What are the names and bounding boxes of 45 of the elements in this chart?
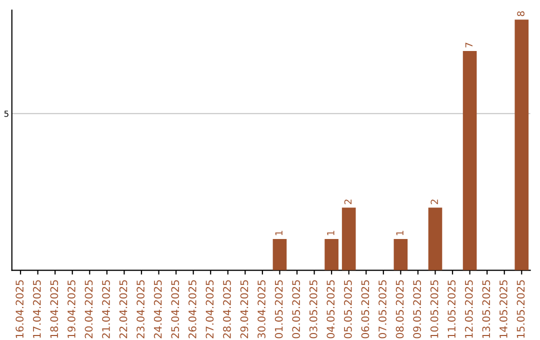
x-tick-label: 04.05.2025 [326, 280, 335, 338]
x-tick-label: 03.05.2025 [309, 280, 318, 338]
data-label: 7 [465, 42, 472, 48]
data-label: 1 [275, 230, 282, 236]
data-label: 8 [517, 11, 524, 16]
x-tick-label: 12.05.2025 [464, 280, 473, 338]
bar [272, 238, 287, 270]
data-label: 1 [327, 230, 334, 236]
bar [324, 238, 338, 270]
x-tick-label: 30.04.2025 [258, 280, 266, 338]
x-tick-label: 24.04.2025 [154, 280, 162, 338]
x-tick-label: 25.04.2025 [171, 280, 180, 338]
y-tick-label: 5 [4, 110, 8, 117]
x-tick-label: 26.04.2025 [188, 280, 196, 338]
data-label: 2 [430, 200, 438, 204]
x-tick-label: 10.05.2025 [430, 280, 438, 338]
x-tick-label: 02.05.2025 [292, 280, 300, 338]
x-tick-label: 23.04.2025 [136, 280, 144, 338]
bar [462, 50, 477, 270]
x-tick-label: 17.04.2025 [32, 280, 41, 338]
x-tick-label: 05.05.2025 [344, 280, 352, 338]
x-tick-label: 18.04.2025 [50, 280, 58, 338]
data-label: 1 [396, 230, 404, 236]
bar [428, 208, 442, 270]
x-tick-label: 27.04.2025 [206, 280, 214, 338]
x-tick-label: 19.04.2025 [68, 280, 76, 338]
x-tick-label: 09.05.2025 [413, 280, 421, 338]
x-tick-label: 08.05.2025 [396, 280, 404, 338]
bar [514, 20, 529, 270]
bar [394, 238, 408, 270]
x-tick-label: 20.04.2025 [84, 280, 93, 338]
x-tick-label: 14.05.2025 [500, 280, 508, 338]
x-tick-label: 21.04.2025 [102, 280, 110, 338]
x-tick-label: 15.05.2025 [516, 280, 525, 338]
x-tick-label: 16.04.2025 [16, 280, 24, 338]
x-tick-label: 28.04.2025 [223, 280, 231, 338]
x-tick-label: 11.05.2025 [448, 280, 456, 338]
x-tick-label: 01.05.2025 [274, 280, 283, 338]
bar [342, 208, 356, 270]
x-tick-label: 07.05.2025 [378, 280, 386, 338]
x-tick-label: 13.05.2025 [482, 280, 490, 338]
data-label: 2 [344, 200, 352, 204]
x-tick-label: 22.04.2025 [119, 280, 128, 338]
x-tick-label: 06.05.2025 [361, 280, 370, 338]
x-tick-label: 29.04.2025 [240, 280, 248, 338]
